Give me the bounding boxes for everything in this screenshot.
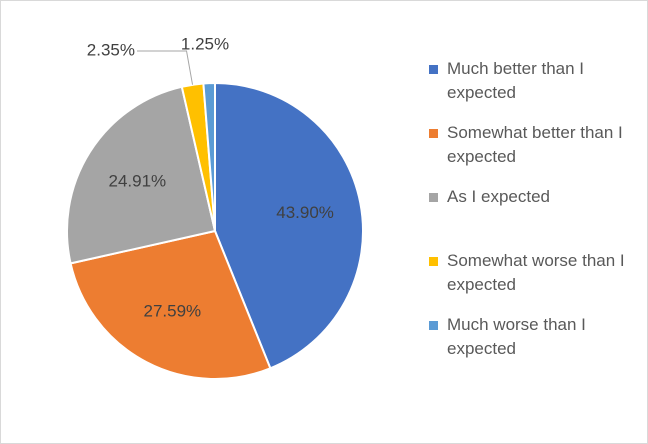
- legend: Much better than I expected Somewhat bett…: [429, 57, 629, 377]
- legend-item: Much better than I expected: [429, 57, 629, 121]
- pie-slice: [66, 85, 217, 265]
- legend-swatch: [429, 321, 438, 330]
- pie-slice: [214, 81, 364, 370]
- legend-label: Somewhat worse than I expected: [447, 251, 625, 294]
- legend-swatch: [429, 65, 438, 74]
- legend-label: Much better than I expected: [447, 59, 585, 102]
- legend-item: As I expected: [429, 185, 629, 249]
- data-label: 27.59%: [144, 302, 202, 321]
- legend-swatch: [429, 129, 438, 138]
- legend-swatch: [429, 257, 438, 266]
- legend-item: Much worse than I expected: [429, 313, 629, 377]
- data-label: 24.91%: [109, 172, 167, 191]
- data-label: 1.25%: [181, 34, 229, 53]
- legend-item: Somewhat worse than I expected: [429, 249, 629, 313]
- data-label: 2.35%: [87, 40, 135, 59]
- legend-label: Much worse than I expected: [447, 315, 586, 358]
- legend-swatch: [429, 193, 438, 202]
- pie-slice: [69, 229, 272, 380]
- legend-label: Somewhat better than I expected: [447, 123, 623, 166]
- data-label: 43.90%: [276, 203, 334, 222]
- pie-slice: [202, 81, 216, 232]
- legend-label: As I expected: [447, 187, 551, 206]
- leader-line: [137, 50, 194, 85]
- legend-item: Somewhat better than I expected: [429, 121, 629, 185]
